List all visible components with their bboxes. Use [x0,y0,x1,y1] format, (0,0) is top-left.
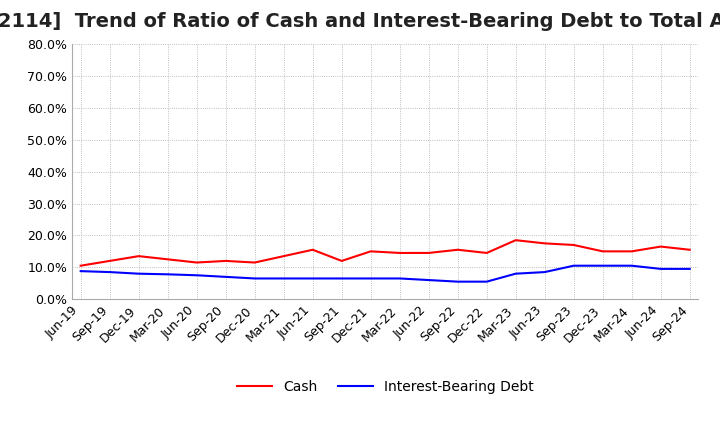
Interest-Bearing Debt [424,278,433,283]
Cash [541,241,549,246]
Interest-Bearing Debt [366,276,375,281]
Line: Interest-Bearing Debt: Interest-Bearing Debt [81,266,690,282]
Cash [221,258,230,264]
Interest-Bearing Debt [338,276,346,281]
Interest-Bearing Debt [251,276,259,281]
Interest-Bearing Debt [395,276,404,281]
Cash [192,260,201,265]
Cash [424,250,433,256]
Cash [366,249,375,254]
Interest-Bearing Debt [76,268,85,274]
Interest-Bearing Debt [570,263,578,268]
Line: Cash: Cash [81,240,690,266]
Title: [2114]  Trend of Ratio of Cash and Interest-Bearing Debt to Total Assets: [2114] Trend of Ratio of Cash and Intere… [0,12,720,31]
Cash [163,257,172,262]
Cash [76,263,85,268]
Cash [135,253,143,259]
Cash [454,247,462,253]
Interest-Bearing Debt [308,276,317,281]
Interest-Bearing Debt [279,276,288,281]
Interest-Bearing Debt [135,271,143,276]
Interest-Bearing Debt [454,279,462,284]
Cash [570,242,578,248]
Interest-Bearing Debt [482,279,491,284]
Cash [105,258,114,264]
Cash [685,247,694,253]
Interest-Bearing Debt [598,263,607,268]
Cash [627,249,636,254]
Interest-Bearing Debt [105,269,114,275]
Cash [395,250,404,256]
Cash [279,253,288,259]
Interest-Bearing Debt [192,273,201,278]
Cash [657,244,665,249]
Cash [598,249,607,254]
Interest-Bearing Debt [163,271,172,277]
Interest-Bearing Debt [685,266,694,271]
Interest-Bearing Debt [221,274,230,279]
Cash [308,247,317,253]
Cash [338,258,346,264]
Cash [251,260,259,265]
Interest-Bearing Debt [511,271,520,276]
Cash [511,238,520,243]
Interest-Bearing Debt [627,263,636,268]
Legend: Cash, Interest-Bearing Debt: Cash, Interest-Bearing Debt [231,374,539,400]
Interest-Bearing Debt [541,269,549,275]
Cash [482,250,491,256]
Interest-Bearing Debt [657,266,665,271]
